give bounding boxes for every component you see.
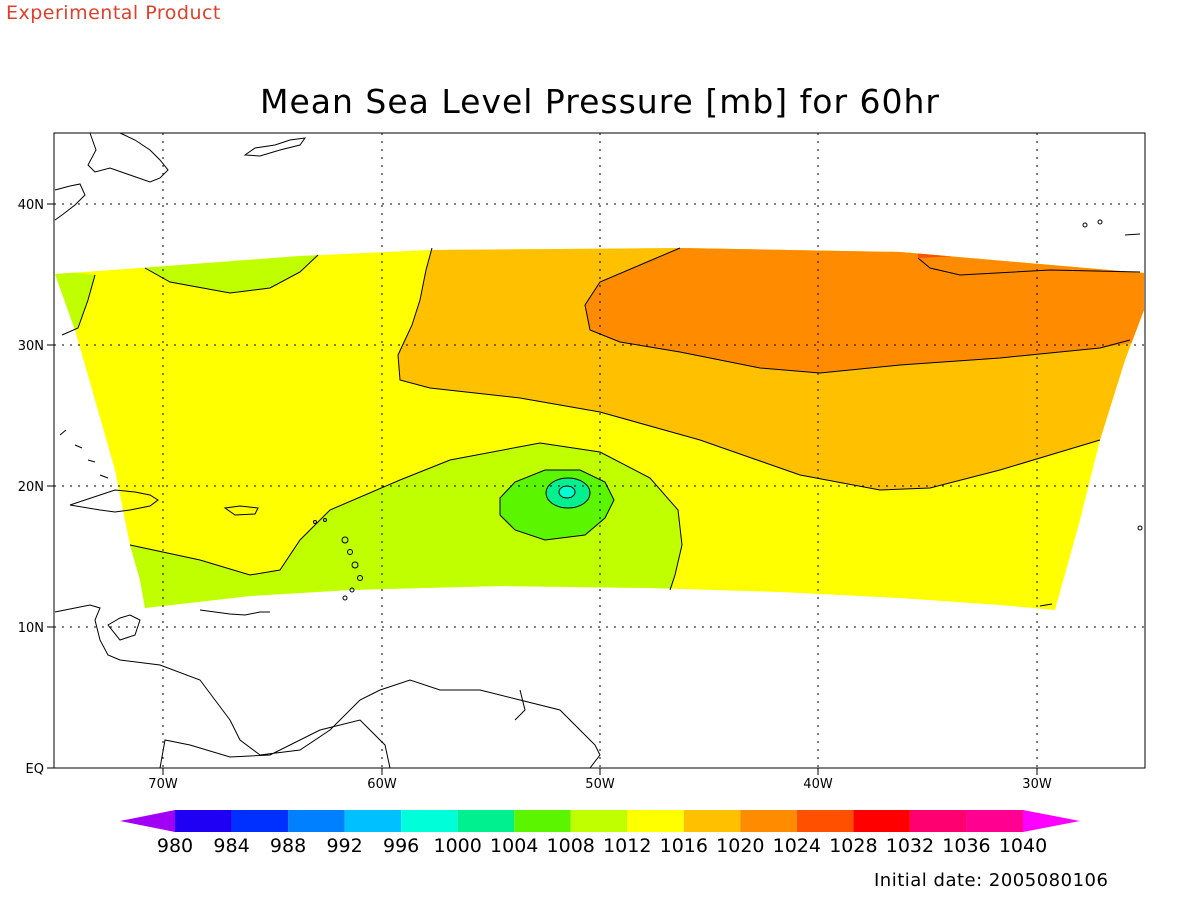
- colorbar-swatch: [853, 810, 910, 832]
- contour-1020: [584, 247, 1131, 374]
- colorbar-swatch: [401, 810, 458, 832]
- coast-newfoundland: [243, 137, 307, 157]
- contour-1012-south: [129, 442, 683, 591]
- colorbar-swatch: [457, 810, 515, 832]
- lat-label: 20N: [18, 480, 44, 495]
- contour-1004: [545, 477, 591, 509]
- colorbar-label: 984: [213, 835, 249, 857]
- coast-venezuela-north: [199, 609, 270, 616]
- lat-label: 10N: [18, 621, 44, 636]
- initial-date: Initial date: 2005080106: [874, 870, 1109, 891]
- contour-1024: [917, 257, 1141, 276]
- lon-label: 30W: [1022, 777, 1052, 792]
- coastlines: [54, 132, 601, 769]
- colorbar-label: 1012: [603, 835, 651, 857]
- colorbar-swatch: [175, 810, 232, 832]
- region-1020-1024: [585, 248, 1144, 373]
- colorbar: [120, 810, 1080, 832]
- coast-hispaniola: [69, 489, 159, 513]
- coast-northeast-us: [87, 132, 169, 183]
- coast-puerto-rico: [223, 505, 259, 516]
- colorbar-swatch: [796, 810, 854, 832]
- coast-lake-maracaibo: [107, 614, 141, 641]
- colorbar-swatch: [966, 810, 1023, 832]
- colorbar-swatch: [909, 810, 967, 832]
- lon-labels: 70W 60W 50W 40W 30W: [148, 777, 1052, 792]
- colorbar-label: 988: [270, 835, 306, 857]
- contour-1008: [499, 469, 615, 541]
- lat-labels: EQ 10N 20N 30N 40N: [18, 198, 44, 777]
- contour-1012-east: [1039, 603, 1053, 607]
- lesser-antilles: [59, 219, 1143, 601]
- lon-label: 40W: [803, 777, 833, 792]
- coast-south-america: [54, 604, 601, 769]
- ticks: [47, 203, 1038, 775]
- lat-label: EQ: [26, 762, 44, 777]
- colorbar-label: 1000: [433, 835, 481, 857]
- lon-label: 60W: [367, 777, 397, 792]
- graticule: [54, 133, 1145, 768]
- colorbar-swatch: [231, 810, 289, 832]
- colorbar-labels: 980 984 988 992 996 1000 1004 1008 1012 1016 1020 1…: [157, 835, 1047, 857]
- colorbar-swatch: [570, 810, 628, 832]
- contour-1016: [397, 247, 1101, 491]
- colorbar-swatch: [627, 810, 684, 832]
- colorbar-label: 1020: [716, 835, 764, 857]
- lon-label: 50W: [585, 777, 615, 792]
- colorbar-label: 980: [157, 835, 193, 857]
- colorbar-label: 1040: [999, 835, 1047, 857]
- lat-label: 40N: [18, 198, 44, 213]
- colorbar-swatch: [344, 810, 402, 832]
- colorbar-label: 1036: [942, 835, 990, 857]
- contour-1012-west: [61, 274, 96, 336]
- colorbar-label: 1028: [829, 835, 877, 857]
- product-tag: Experimental Product: [6, 2, 221, 24]
- lon-label: 70W: [148, 777, 178, 792]
- region-1008-1012-north: [55, 255, 318, 293]
- coast-east-us: [54, 183, 86, 221]
- colorbar-arrow-high: [1023, 810, 1080, 832]
- colorbar-label: 1008: [547, 835, 595, 857]
- contour-lines: [61, 247, 1141, 607]
- colorbar-label: 1016: [660, 835, 708, 857]
- colorbar-swatch: [683, 810, 741, 832]
- colorbar-swatch: [740, 810, 797, 832]
- map-title: Mean Sea Level Pressure [mb] for 60hr: [259, 82, 941, 121]
- colorbar-swatch: [288, 810, 345, 832]
- colorbar-label: 1024: [773, 835, 821, 857]
- colorbar-label: 1004: [490, 835, 538, 857]
- lat-label: 30N: [18, 339, 44, 354]
- contour-1012-north: [144, 254, 319, 294]
- colorbar-label: 996: [383, 835, 419, 857]
- region-996-1000: [559, 486, 575, 498]
- colorbar-label: 992: [326, 835, 362, 857]
- colorbar-swatch: [514, 810, 571, 832]
- coast-guyana: [514, 689, 526, 721]
- colorbar-arrow-low: [120, 810, 175, 832]
- colorbar-label: 1032: [886, 835, 934, 857]
